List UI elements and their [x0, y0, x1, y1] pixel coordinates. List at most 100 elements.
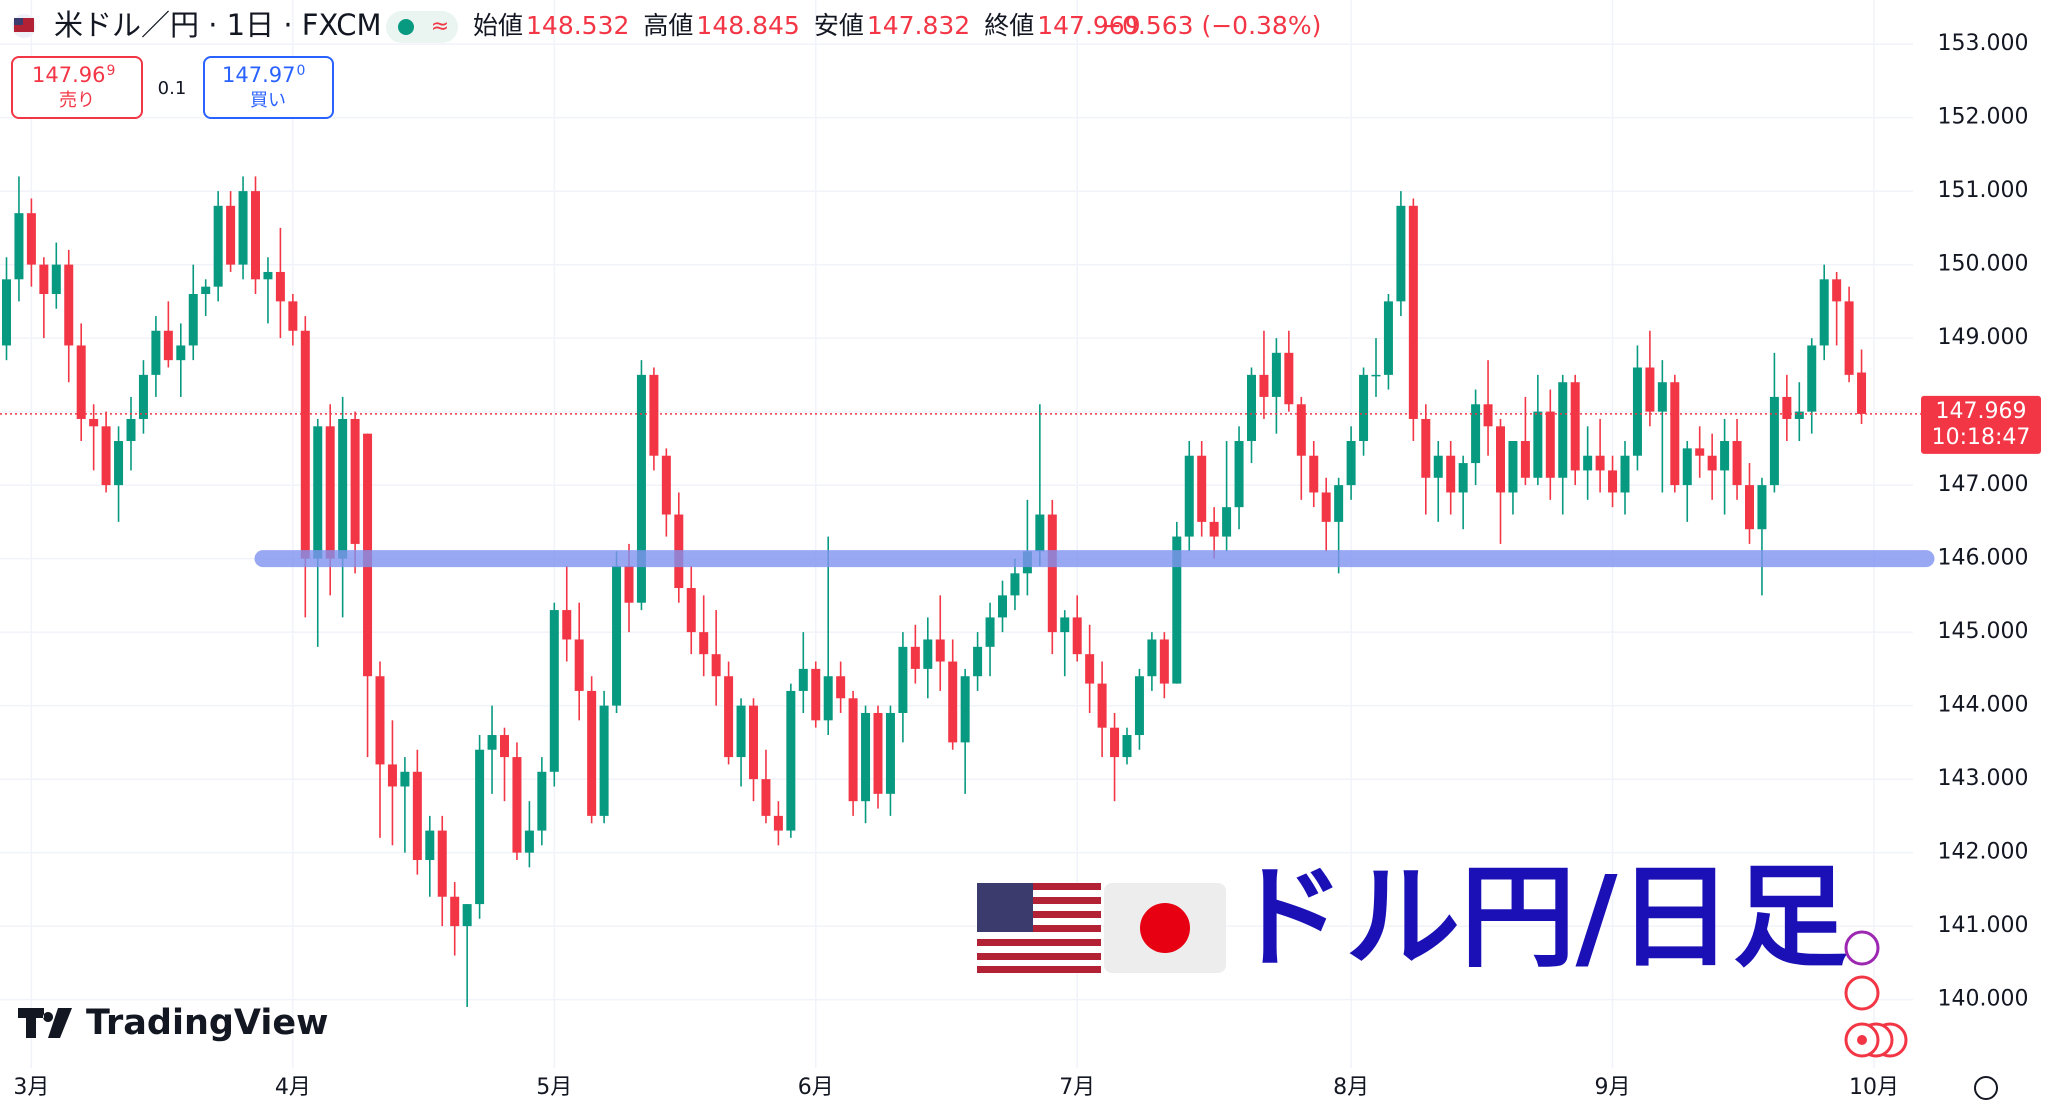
sell-pip: 9: [106, 63, 115, 79]
event-icon[interactable]: [1844, 975, 1880, 1011]
y-tick-label: 142.000: [1938, 840, 2029, 865]
candle-body: [562, 610, 572, 640]
candle-body: [101, 426, 111, 486]
candle-body: [1197, 455, 1207, 522]
candle-body: [524, 830, 534, 853]
x-tick-label: 6月: [798, 1075, 834, 1100]
candle-body: [1832, 279, 1842, 302]
status-icon: ≈: [431, 14, 449, 39]
y-tick-label: 150.000: [1938, 252, 2029, 277]
candle-body: [450, 896, 460, 927]
candle-body: [786, 690, 796, 831]
candle-body: [387, 764, 397, 787]
candle-body: [475, 749, 485, 905]
candle-body: [1844, 301, 1854, 375]
candle-body: [1433, 455, 1443, 478]
stat-value: 148.532: [526, 11, 629, 40]
side-icons[interactable]: [1844, 930, 1998, 1100]
y-tick-label: 144.000: [1938, 693, 2029, 718]
candle-body: [773, 815, 783, 831]
buy-button[interactable]: [203, 56, 334, 119]
candle-body: [898, 646, 908, 713]
candle-body: [251, 191, 260, 280]
candle-body: [412, 771, 422, 860]
status-pill: [386, 11, 458, 43]
candle-body: [1595, 455, 1605, 471]
candle-body: [1184, 455, 1194, 537]
candle-body: [1010, 573, 1020, 596]
candle-body: [1707, 455, 1717, 471]
candle-body: [1222, 507, 1232, 537]
y-tick-label: 140.000: [1938, 987, 2029, 1012]
candle-body: [1695, 448, 1705, 456]
candle-body: [163, 330, 173, 361]
stat-value: 148.845: [696, 11, 799, 40]
candle-body: [288, 301, 298, 331]
candle-body: [724, 676, 734, 758]
candle-body: [1620, 455, 1630, 493]
candle-body: [1682, 448, 1692, 486]
candle-body: [213, 205, 223, 287]
last-price-label: 147.969: [1936, 399, 2027, 424]
y-tick-label: 152.000: [1938, 105, 2029, 130]
candle-body: [612, 565, 622, 706]
candle-body: [313, 426, 323, 559]
event-dot: [1857, 1035, 1867, 1045]
candle-body: [1396, 205, 1406, 302]
candle-body: [350, 418, 360, 544]
buy-label: 買い: [250, 90, 286, 111]
candle-body: [1533, 411, 1543, 478]
candle-body: [238, 191, 248, 265]
x-tick-label: 9月: [1595, 1075, 1631, 1100]
candle-body: [636, 374, 646, 603]
settings-icon[interactable]: [1974, 1076, 1998, 1100]
sell-price: 147.96: [32, 63, 105, 87]
candle-body: [1383, 301, 1393, 375]
candle-body: [1122, 735, 1132, 758]
x-tick-label: 10月: [1849, 1075, 1899, 1100]
candle-body: [686, 588, 696, 633]
x-tick-label: 4月: [275, 1075, 311, 1100]
stat-label: 始値: [473, 11, 523, 40]
candle-body: [275, 271, 285, 302]
sell-button[interactable]: [11, 56, 143, 119]
candle-body: [848, 698, 858, 802]
spread: 0.1: [158, 78, 187, 99]
alert-icon[interactable]: [1844, 930, 1880, 966]
jp-sun: [1140, 903, 1190, 953]
candle-body: [960, 676, 970, 743]
candle-body: [624, 565, 634, 603]
candle-body: [1632, 367, 1642, 456]
candle-body: [1097, 683, 1107, 728]
candle-body: [836, 676, 846, 699]
candle-body: [985, 617, 995, 647]
trade-panel[interactable]: 147.96 9 売り 0.1 147.97 0 買い: [11, 56, 334, 119]
candle-body: [1060, 617, 1070, 633]
candle-body: [1446, 455, 1456, 493]
candle-body: [51, 264, 61, 295]
candle-body: [1421, 418, 1431, 478]
candle-body: [263, 271, 273, 280]
candle-body: [1346, 441, 1356, 486]
candle-body: [512, 757, 522, 853]
stat-label: 終値: [984, 11, 1034, 40]
candle-body: [1583, 455, 1593, 471]
candle-body: [39, 264, 49, 295]
candle-body: [1035, 514, 1045, 552]
brand: TradingView: [18, 1003, 328, 1043]
candle-body: [1159, 639, 1169, 684]
y-tick-label: 141.000: [1938, 913, 2029, 938]
candle-body: [1819, 279, 1829, 346]
flags: [977, 883, 1226, 973]
candle-body: [861, 712, 871, 802]
candle-body: [1209, 521, 1219, 537]
candle-body: [437, 830, 447, 897]
candle-body: [1234, 441, 1244, 508]
candle-body: [425, 830, 435, 860]
candle-body: [1720, 441, 1730, 471]
candle-body: [2, 279, 11, 346]
y-tick-label: 147.000: [1938, 472, 2029, 497]
candle-body: [1645, 367, 1655, 412]
candle-body: [699, 632, 709, 655]
